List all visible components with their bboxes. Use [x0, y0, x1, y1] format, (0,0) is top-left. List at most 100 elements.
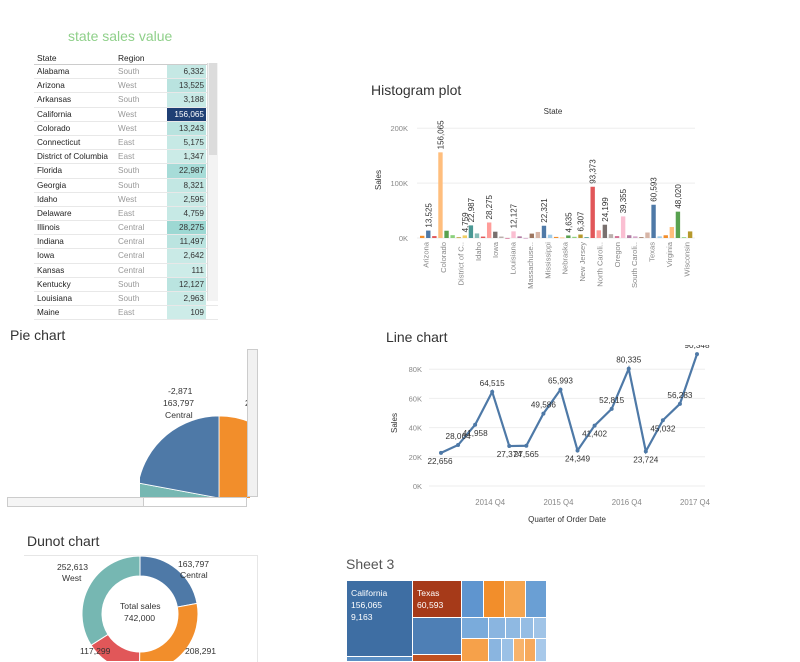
line-point	[456, 443, 461, 448]
histogram-header: State	[544, 107, 563, 116]
donut-label-south-value: 117,299	[80, 646, 111, 656]
donut-label-west-name: West	[62, 573, 82, 583]
histogram-x-tick: Nebraska	[561, 241, 570, 274]
line-data-label: 52,815	[599, 396, 624, 405]
histogram-x-tick: South Caroli..	[630, 242, 639, 288]
treemap-texas-name: Texas	[417, 588, 440, 598]
histogram-bar	[450, 235, 455, 238]
histogram-bar	[420, 235, 425, 238]
table-row[interactable]: Arizona West 13,525	[34, 79, 218, 94]
table-scrollbar-thumb[interactable]	[209, 63, 217, 155]
histogram-x-tick: Arizona	[422, 241, 431, 268]
table-row[interactable]: Georgia South 8,321	[34, 178, 218, 193]
line-point	[695, 352, 699, 357]
table-row[interactable]: Louisiana South 2,963	[34, 292, 218, 307]
histogram-data-label: 48,020	[674, 184, 683, 209]
line-data-label: 56,283	[667, 391, 692, 400]
table-row[interactable]: Alabama South 6,332	[34, 65, 218, 80]
cell-sales: 11,497	[167, 235, 206, 249]
histogram-data-label: 93,373	[589, 159, 598, 184]
table-body: Alabama South 6,332 Arizona West 13,525 Arkans…	[34, 65, 218, 321]
treemap-tile	[462, 639, 488, 661]
cell-sales: 2,642	[167, 249, 206, 263]
table-row[interactable]: District of Columbia East 1,347	[34, 150, 218, 165]
cell-state: District of Columbia	[37, 152, 108, 162]
table-row[interactable]: Connecticut East 5,175	[34, 135, 218, 151]
pie-label-value: -2,871	[168, 386, 193, 396]
line-point	[677, 401, 682, 406]
histogram-bar	[560, 237, 565, 239]
cell-region: West	[118, 194, 137, 204]
line-y-tick: 80K	[409, 365, 422, 374]
pie-horizontal-scrollbar-thumb[interactable]	[143, 497, 247, 507]
cell-region: West	[118, 123, 137, 133]
header-region: Region	[118, 53, 145, 63]
histogram-data-label: 39,355	[619, 188, 628, 213]
line-y-tick: 60K	[409, 394, 422, 403]
histogram-x-tick: Iowa	[491, 241, 500, 258]
table-row[interactable]: Florida South 22,987	[34, 164, 218, 179]
histogram-bar	[493, 231, 498, 238]
cell-sales: 2,595	[167, 192, 206, 206]
histogram-data-label: 6,307	[577, 211, 586, 232]
table-row[interactable]: Iowa Central 2,642	[34, 249, 218, 264]
donut-label-east-value: 208,291	[185, 646, 217, 656]
table-row[interactable]: Kentucky South 12,127	[34, 277, 218, 292]
table-row[interactable]: Indiana Central 11,497	[34, 235, 218, 250]
table-row[interactable]: Idaho West 2,595	[34, 192, 218, 207]
line-data-label: 22,656	[427, 457, 452, 466]
histogram-bar	[438, 152, 443, 238]
treemap-tile	[462, 618, 488, 638]
donut-label-central-value: 163,797	[178, 559, 210, 569]
histogram-bar	[657, 236, 662, 238]
cell-sales: 3,188	[167, 93, 206, 107]
cell-sales: 109	[167, 306, 206, 320]
donut-label-central-name: Central	[180, 570, 208, 580]
cell-region: South	[118, 279, 140, 289]
histogram-bar	[578, 234, 583, 238]
line-x-tick: 2017 Q4	[680, 498, 711, 507]
histogram-x-tick: Louisiana	[509, 241, 518, 274]
table-row[interactable]: California West 156,065	[34, 107, 218, 122]
table-row[interactable]: Kansas Central 111	[34, 263, 218, 278]
histogram-bar	[529, 233, 534, 238]
line-y-tick: 20K	[409, 453, 422, 462]
cell-sales: 2,963	[167, 292, 206, 306]
cell-sales: 6,332	[167, 65, 206, 79]
histogram-bar	[590, 186, 595, 238]
table-row[interactable]: Arkansas South 3,188	[34, 93, 218, 108]
table-row[interactable]: Maine East 109	[34, 306, 218, 321]
line-point	[643, 449, 648, 454]
table-row[interactable]: Colorado West 13,243	[34, 121, 218, 136]
table-row[interactable]: Illinois Central 28,275	[34, 221, 218, 236]
treemap-tile	[347, 656, 412, 661]
line-point	[473, 422, 478, 427]
line-data-label: 23,724	[633, 455, 658, 464]
cell-sales: 5,175	[167, 135, 206, 150]
cell-region: West	[118, 81, 137, 91]
histogram-x-tick: Idaho	[474, 242, 483, 261]
treemap-tile	[502, 639, 513, 661]
histogram-bar	[426, 230, 431, 238]
treemap-tile	[536, 639, 546, 661]
cell-region: South	[118, 95, 140, 105]
pie-slice	[140, 482, 220, 498]
histogram-x-tick: Oregon	[613, 242, 622, 267]
table-scrollbar[interactable]	[207, 63, 218, 301]
line-x-label: Quarter of Order Date	[528, 515, 606, 524]
histogram-bar	[547, 234, 553, 238]
table-row[interactable]: Delaware East 4,759	[34, 206, 218, 222]
table-header: State Region	[34, 52, 218, 65]
histogram-data-label: 4,759	[461, 212, 470, 233]
donut-chart	[81, 555, 199, 661]
treemap-tile	[413, 618, 461, 654]
line-x-tick: 2015 Q4	[544, 498, 575, 507]
line-data-label: 65,993	[548, 377, 573, 386]
histogram-bar	[566, 235, 571, 238]
histogram-bar	[535, 231, 541, 238]
pie-vertical-scrollbar[interactable]	[247, 349, 258, 497]
cell-region: Central	[118, 237, 145, 247]
line-point	[626, 366, 631, 371]
cell-region: South	[118, 180, 140, 190]
line-point	[507, 444, 512, 449]
